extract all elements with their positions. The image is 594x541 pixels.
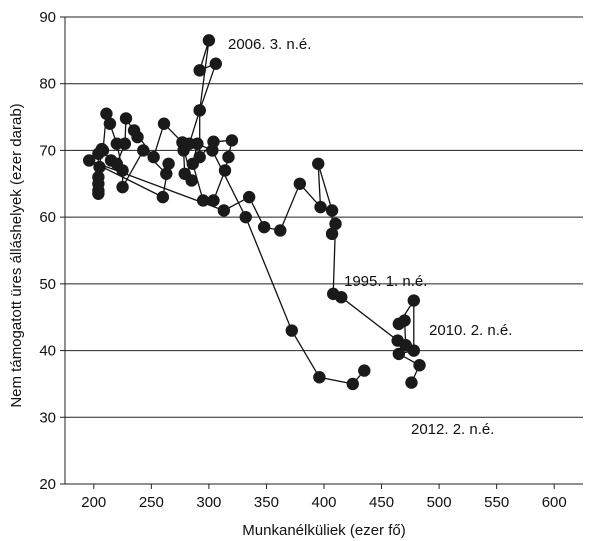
data-point <box>274 224 287 237</box>
data-point <box>103 117 117 130</box>
data-point <box>242 190 256 204</box>
data-point <box>137 144 150 157</box>
y-tick-label: 50 <box>39 276 56 293</box>
data-point <box>314 200 327 214</box>
data-point <box>217 204 231 217</box>
data-point <box>358 364 371 377</box>
data-point <box>93 160 106 174</box>
y-tick-label: 40 <box>39 343 56 360</box>
annotation: 1995. 1. n.é. <box>344 273 427 290</box>
y-tick-label: 70 <box>39 142 56 159</box>
grid <box>65 16 583 485</box>
data-point <box>325 204 339 217</box>
data-point <box>407 294 420 307</box>
data-point <box>100 107 113 120</box>
y-tick-label: 80 <box>39 76 56 93</box>
y-tick-label: 30 <box>39 409 56 426</box>
data-point <box>392 317 406 331</box>
data-point <box>218 164 232 177</box>
data-point <box>239 210 252 224</box>
y-tick-label: 90 <box>39 9 56 26</box>
data-point <box>207 135 220 148</box>
x-tick-label: 250 <box>139 494 164 511</box>
data-point <box>193 64 206 77</box>
data-point <box>96 144 110 157</box>
data-point <box>285 324 298 337</box>
data-point <box>293 177 307 190</box>
data-point <box>185 174 198 187</box>
data-point <box>222 150 235 164</box>
y-axis-label: Nem támogatott üres álláshelyek (ezer da… <box>8 103 25 407</box>
data-point <box>202 34 216 47</box>
data-point <box>196 194 210 207</box>
data-point <box>392 347 406 361</box>
x-tick-label: 300 <box>196 494 221 511</box>
x-tick-label: 600 <box>542 494 567 511</box>
x-axis-label: Munkanélküliek (ezer fő) <box>242 522 405 539</box>
data-point <box>131 130 144 144</box>
y-tick-label: 60 <box>39 209 56 226</box>
data-point <box>82 154 96 167</box>
x-tick-label: 500 <box>427 494 452 511</box>
data-point <box>92 187 105 200</box>
data-point <box>119 112 133 125</box>
data-point <box>160 167 173 180</box>
annotations: 2006. 3. n.é. 1995. 1. n.é. 2010. 2. n.é. 2… <box>228 36 512 438</box>
data-point <box>225 134 239 147</box>
data-point <box>92 177 105 190</box>
data-point <box>313 371 326 384</box>
data-point <box>176 136 189 149</box>
data-point <box>156 190 170 204</box>
ticks: 20 30 40 50 60 70 80 90 200 250 300 350 400 450 500 550… <box>39 9 566 511</box>
data-point <box>162 157 175 170</box>
data-point <box>157 117 171 130</box>
data-point <box>193 104 206 117</box>
data-point <box>147 150 160 164</box>
data-point <box>413 359 426 372</box>
series-line <box>88 40 421 385</box>
annotation: 2012. 2. n.é. <box>411 421 494 438</box>
series <box>82 34 426 391</box>
data-point <box>116 180 129 194</box>
x-tick-label: 350 <box>254 494 279 511</box>
x-tick-label: 450 <box>369 494 394 511</box>
data-point <box>104 154 118 167</box>
data-point <box>207 194 220 207</box>
y-tick-label: 20 <box>39 476 56 493</box>
data-point <box>405 376 418 389</box>
data-point <box>329 217 342 231</box>
data-point <box>110 137 124 150</box>
annotation: 2010. 2. n.é. <box>429 322 512 339</box>
axes <box>64 17 583 485</box>
annotation: 2006. 3. n.é. <box>228 36 311 53</box>
data-point <box>312 157 325 170</box>
x-tick-label: 400 <box>311 494 336 511</box>
data-point <box>193 150 206 164</box>
x-tick-label: 550 <box>484 494 509 511</box>
data-point <box>407 344 420 357</box>
data-point <box>335 291 348 304</box>
x-tick-label: 200 <box>81 494 106 511</box>
data-point <box>209 57 222 70</box>
data-point <box>116 164 129 177</box>
data-point <box>325 227 339 241</box>
data-point <box>346 377 359 391</box>
data-point <box>257 220 271 234</box>
